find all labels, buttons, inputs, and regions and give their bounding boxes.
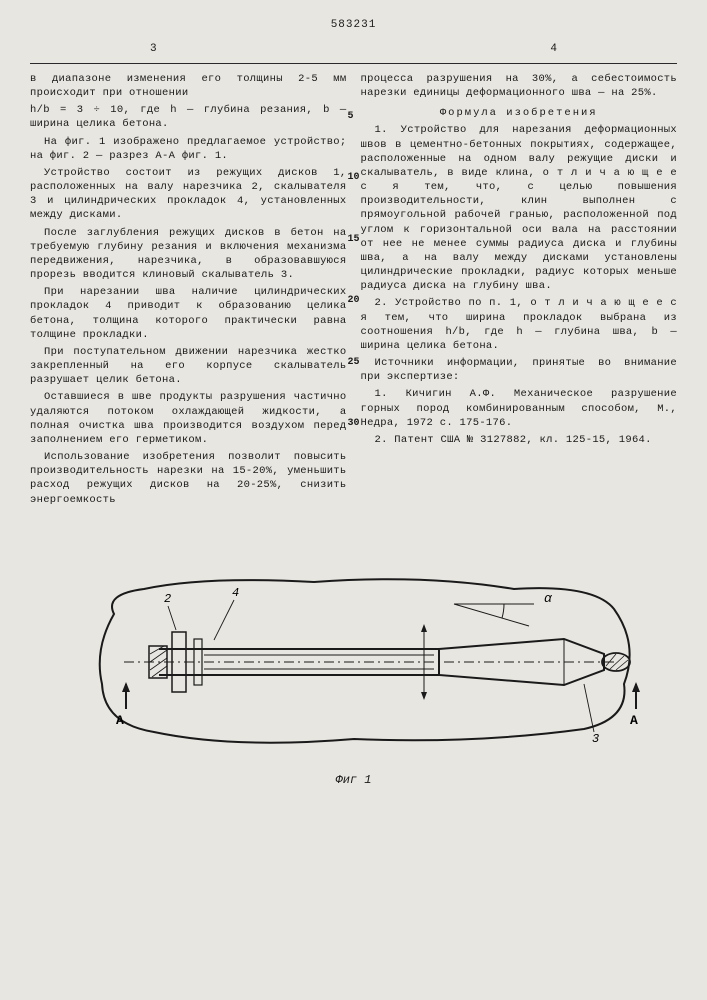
para: Использование изобретения позволит повыс… [30, 450, 347, 507]
label-4: 4 [232, 586, 239, 600]
line-num: 10 [347, 171, 359, 185]
line-number-gutter: 5 10 15 20 25 30 [347, 110, 359, 431]
leader [168, 606, 176, 630]
page-number-row: 3 4 [30, 42, 677, 57]
para: При поступательном движении нарезчика же… [30, 345, 347, 388]
label-3: 3 [592, 732, 599, 746]
page-right: 4 [550, 42, 557, 57]
para: 2. Устройство по п. 1, о т л и ч а ю щ е… [361, 296, 678, 353]
para: При нарезании шва наличие цилиндрических… [30, 285, 347, 342]
para: в диапазоне изменения его толщины 2-5 мм… [30, 72, 347, 100]
section-title-formula: Формула изобретения [361, 106, 678, 120]
figure-1: α A A 2 4 3 Фиг 1 [30, 534, 677, 794]
para: процесса разрушения на 30%, а себестоимо… [361, 72, 678, 100]
line-num: 20 [347, 294, 359, 308]
line-num: 15 [347, 233, 359, 247]
leader [214, 600, 234, 640]
alpha-ray [454, 604, 529, 626]
source-item: 1. Кичигин А.Ф. Механическое разрушение … [361, 387, 678, 430]
text-columns: в диапазоне изменения его толщины 2-5 мм… [30, 72, 677, 510]
para: h/b = 3 ÷ 10, где h — глубина резания, b… [30, 103, 347, 131]
source-item: 2. Патент США № 3127882, кл. 125-15, 196… [361, 433, 678, 447]
leader [584, 684, 594, 732]
sources-title: Источники информации, принятые во вниман… [361, 356, 678, 384]
section-marker-right: A [630, 682, 640, 728]
document-number: 583231 [331, 18, 377, 33]
para: На фиг. 1 изображено предлагаемое устрой… [30, 135, 347, 163]
arrowhead-icon [421, 692, 427, 700]
svg-text:A: A [116, 713, 124, 728]
line-num: 5 [347, 110, 359, 124]
alpha-arc [502, 604, 504, 618]
section-marker-left: A [116, 682, 130, 728]
left-column: в диапазоне изменения его толщины 2-5 мм… [30, 72, 347, 510]
para: Оставшиеся в шве продукты разрушения час… [30, 390, 347, 447]
arrowhead-icon [421, 624, 427, 632]
para: После заглубления режущих дисков в бетон… [30, 226, 347, 283]
header-rule [30, 63, 677, 64]
figure-caption: Фиг 1 [335, 772, 371, 788]
label-alpha: α [544, 591, 553, 606]
line-num: 30 [347, 417, 359, 431]
line-num: 25 [347, 356, 359, 370]
right-column: процесса разрушения на 30%, а себестоимо… [361, 72, 678, 510]
label-2: 2 [164, 592, 171, 606]
para: Устройство состоит из режущих дисков 1, … [30, 166, 347, 223]
page-left: 3 [150, 42, 157, 57]
para: 1. Устройство для нарезания деформационн… [361, 123, 678, 293]
svg-text:A: A [630, 713, 638, 728]
figure-svg: α A A 2 4 3 [54, 554, 654, 774]
